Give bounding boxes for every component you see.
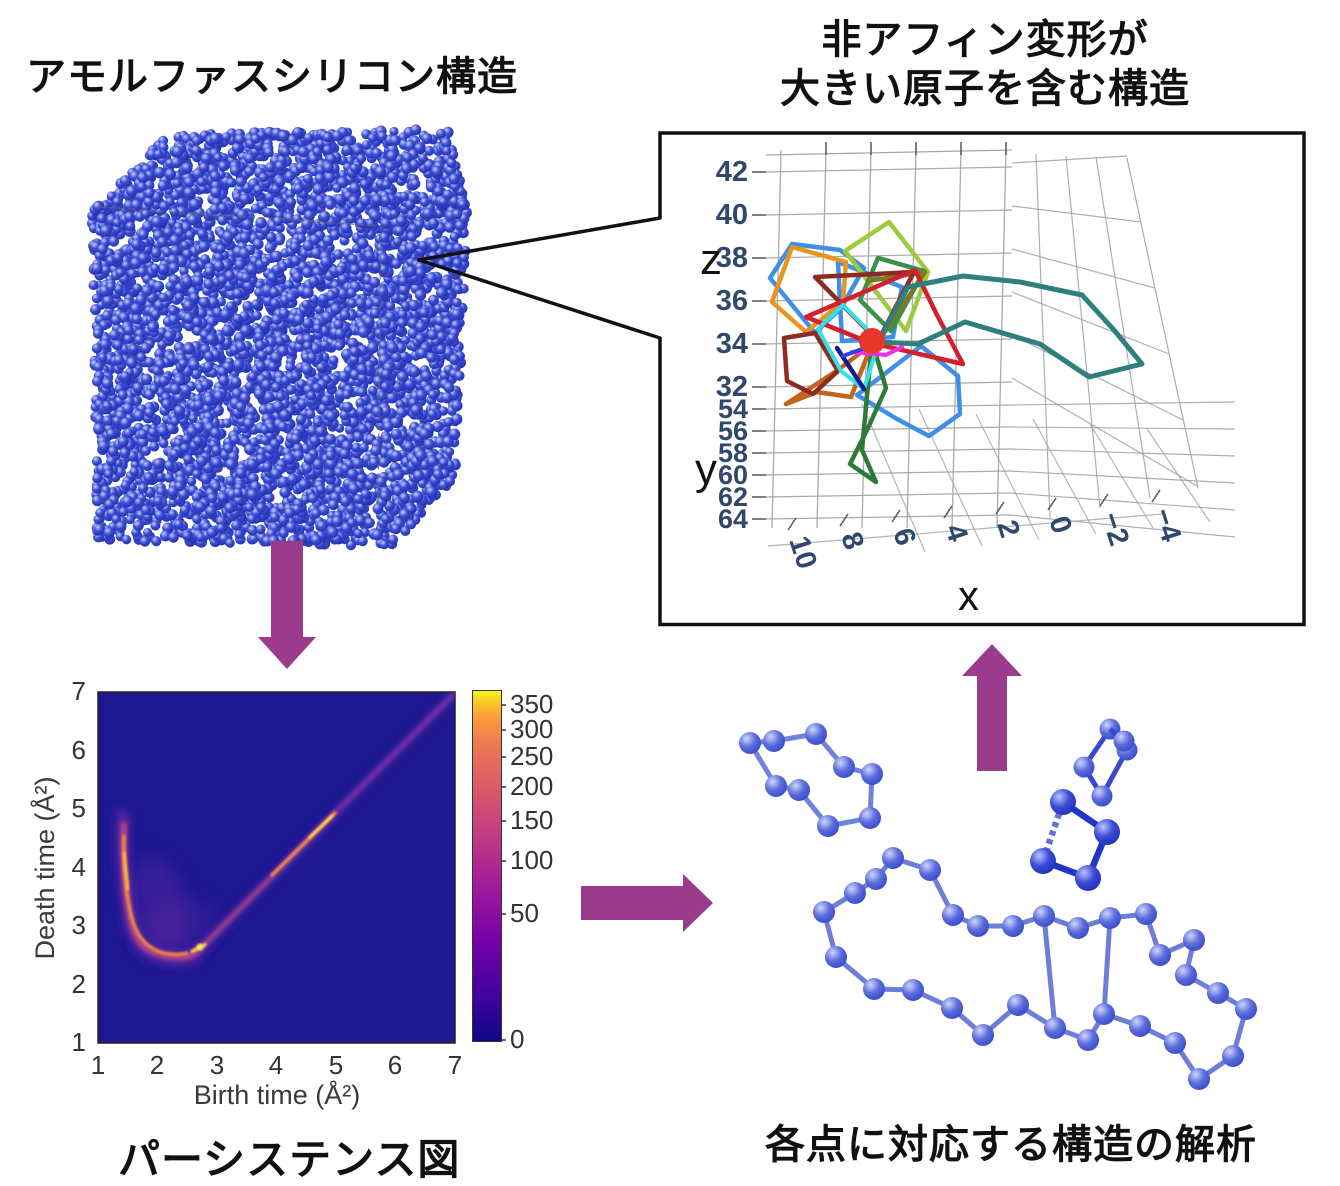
cube-atoms [87,124,472,551]
plot3d-tickmarks [752,142,1161,531]
up-arrow-icon [962,644,1022,771]
pd-x-tick: 2 [150,1050,164,1080]
pd-x-tick: 6 [388,1050,402,1080]
plot3d-grid [765,149,1236,553]
z-axis-label: z [700,235,722,284]
x-axis-label: x [958,572,979,619]
callout-line-lower [417,258,662,340]
pd-y-ticklabels: 7 6 5 4 3 2 1 [72,676,86,1057]
colorbar-ticklabels: 0 50 100 150 200 250 300 350 [510,689,553,1054]
pd-x-tick: 3 [210,1050,224,1080]
plot3d-z-ticklabels: 42 40 38 36 34 32 [716,156,748,403]
y-axis-label: y [695,445,717,494]
cb-tick: 250 [510,741,553,771]
y-tick: 56 [718,416,748,446]
callout-line-upper [417,216,662,262]
y-tick: 58 [718,438,748,468]
title-non-affine-line2: 大きい原子を含む構造 [780,66,1190,111]
pd-x-tick: 7 [448,1050,462,1080]
y-tick: 62 [718,482,748,512]
cb-tick: 200 [510,771,553,801]
z-tick: 36 [716,285,748,317]
pd-x-tick: 1 [91,1050,105,1080]
pd-x-tick: 5 [329,1050,343,1080]
pd-xaxis-title: Birth time (Å²) [194,1079,361,1110]
cb-tick: 100 [510,845,553,875]
pd-y-tick: 7 [72,676,86,706]
y-tick: 64 [718,504,748,534]
pd-y-tick: 4 [72,852,86,882]
down-arrow-icon [258,541,316,669]
central-red-atom-marker [859,328,885,354]
pd-y-tick: 5 [72,793,86,823]
cb-tick: 50 [510,898,539,928]
y-tick: 60 [718,460,748,490]
cb-tick: 300 [510,714,553,744]
molecule-rings [739,718,1257,1090]
zoom-box-border [658,131,1306,627]
cb-tick: 150 [510,805,553,835]
z-tick: 40 [716,199,748,231]
title-non-affine: 非アフィン変形が 大きい原子を含む構造 [690,16,1280,114]
z-tick: 34 [716,328,748,360]
caption-structure-analysis: 各点に対応する構造の解析 [765,1123,1257,1167]
pd-y-tick: 6 [72,735,86,765]
z-tick: 42 [716,156,748,188]
pd-y-tick: 3 [72,910,86,940]
title-non-affine-line1: 非アフィン変形が [821,18,1149,62]
y-tick: 54 [718,394,748,424]
z-tick: 38 [716,242,748,274]
pd-x-tick: 4 [269,1050,283,1080]
colorbar [472,690,502,1042]
simulation-box-edge [98,206,382,503]
plot3d-y-ticklabels: 54 56 58 60 62 64 [718,394,748,534]
pd-yaxis-title: Death time (Å²) [29,776,60,959]
caption-persistence-diagram: パーシステンス図 [118,1136,461,1183]
pd-x-ticklabels: 1 2 3 4 5 6 7 [91,1050,462,1080]
pd-y-tick: 1 [72,1027,86,1057]
z-tick: 32 [716,371,748,403]
title-amorphous-silicon: アモルファスシリコン構造 [26,55,518,99]
pd-y-tick: 2 [72,969,86,999]
zoom-callout-lines [417,216,662,340]
heatmap-density [116,692,455,967]
right-arrow-icon [581,874,713,932]
cb-tick: 0 [510,1024,524,1054]
cb-tick: 350 [510,689,553,719]
